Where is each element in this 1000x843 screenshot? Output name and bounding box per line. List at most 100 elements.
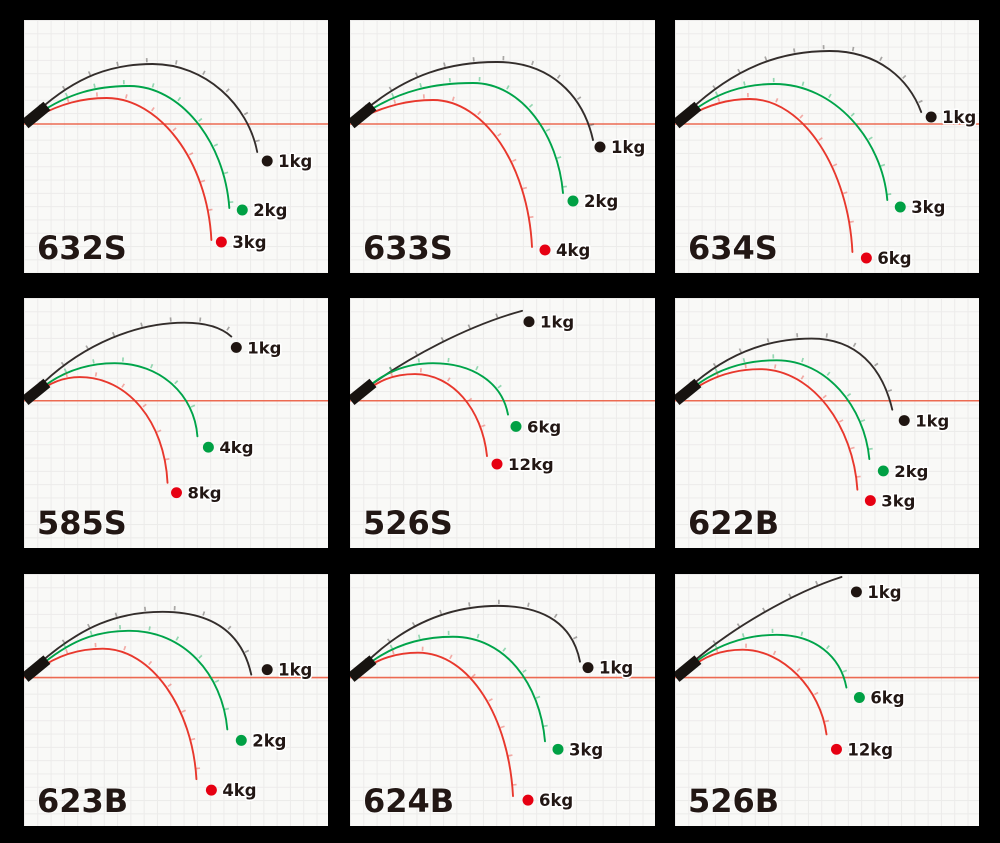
rod-guide-ticks xyxy=(689,77,892,197)
panel-624B: 1kg 3kg 6kg 624B xyxy=(350,574,655,826)
weight-dot xyxy=(864,495,876,507)
weight-dot xyxy=(582,662,594,674)
model-label: 624B xyxy=(363,782,455,820)
rod-butt xyxy=(350,378,377,405)
rod-curve-1 xyxy=(688,576,843,667)
rod-guide-ticks xyxy=(689,92,857,249)
model-label: 622B xyxy=(688,504,780,542)
weight-label: 12kg xyxy=(508,455,554,474)
weight-dot xyxy=(230,341,242,353)
weight-label: 1kg xyxy=(942,108,976,127)
weight-label: 1kg xyxy=(247,338,281,357)
weight-label: 2kg xyxy=(584,192,618,211)
rod-guide-ticks xyxy=(38,357,202,433)
panel-526S: 1kg 6kg 12kg 526S xyxy=(350,298,655,548)
weight-dot xyxy=(539,244,551,256)
weight-dot xyxy=(261,664,273,676)
rod-bend-plot: 1kg 3kg 6kg xyxy=(675,44,979,270)
model-label: 526S xyxy=(363,504,453,542)
weight-dot xyxy=(261,155,273,167)
weight-label: 12kg xyxy=(847,740,893,759)
rod-butt xyxy=(675,378,702,405)
rod-curve-1 xyxy=(688,337,894,411)
rod-guide-ticks xyxy=(364,304,525,388)
weight-dot xyxy=(898,415,910,426)
rod-bend-plot: 1kg 2kg 4kg xyxy=(24,605,328,802)
rod-curve-3 xyxy=(688,648,828,736)
rod-guide-ticks xyxy=(365,93,537,244)
weight-label: 1kg xyxy=(278,661,312,680)
weight-dot xyxy=(510,421,522,432)
rod-curve-1 xyxy=(363,604,581,666)
rod-guide-ticks xyxy=(364,368,492,453)
rod-bend-plot: 1kg 2kg 4kg xyxy=(350,55,655,262)
weight-dot xyxy=(236,204,248,216)
rod-curve-2 xyxy=(37,629,229,731)
weight-label: 4kg xyxy=(222,781,256,800)
model-label: 585S xyxy=(37,504,127,542)
panel-623B: 1kg 2kg 4kg 623B xyxy=(24,574,328,826)
weight-label: 6kg xyxy=(527,417,561,436)
weight-label: 1kg xyxy=(278,152,312,171)
rod-guide-ticks xyxy=(38,57,262,149)
panel-585S: 1kg 4kg 8kg 585S xyxy=(24,298,328,548)
rod-guide-ticks xyxy=(38,642,201,776)
rod-curve-2 xyxy=(37,362,199,438)
panel-632S: 1kg 2kg 3kg 632S xyxy=(24,20,328,273)
weight-dot xyxy=(522,794,534,806)
rod-butt xyxy=(350,101,377,129)
weight-dot xyxy=(853,692,865,703)
rod-guide-ticks xyxy=(364,599,585,663)
rod-curve-2 xyxy=(363,635,546,743)
model-label: 632S xyxy=(37,229,127,267)
rod-curve-2 xyxy=(37,85,231,209)
rod-bend-plot: 1kg 6kg 12kg xyxy=(350,304,655,475)
panel-526B: 1kg 6kg 12kg 526B xyxy=(675,574,979,826)
panel-633S: 1kg 2kg 4kg 633S xyxy=(350,20,655,273)
rod-butt xyxy=(24,378,51,405)
rod-curve-3 xyxy=(37,376,169,484)
rod-guide-ticks xyxy=(364,55,598,137)
weight-label: 1kg xyxy=(915,412,949,431)
weight-label: 4kg xyxy=(219,438,253,457)
weight-label: 3kg xyxy=(881,492,915,511)
weight-label: 2kg xyxy=(252,731,286,750)
rod-guide-ticks xyxy=(38,91,216,237)
weight-dot xyxy=(491,458,503,470)
rod-bend-plot: 1kg 3kg 6kg xyxy=(350,599,655,812)
rod-curve-2 xyxy=(363,362,509,416)
rod-bend-plot: 1kg 4kg 8kg xyxy=(24,316,328,504)
weight-dot xyxy=(523,316,535,328)
rod-curve-1 xyxy=(688,50,923,113)
weight-dot xyxy=(894,201,906,213)
weight-label: 1kg xyxy=(867,583,901,602)
weight-label: 1kg xyxy=(599,659,633,678)
model-label: 623B xyxy=(37,782,129,820)
rod-guide-ticks xyxy=(689,574,845,664)
weight-dot xyxy=(235,734,247,746)
rod-curve-1 xyxy=(363,61,594,141)
weight-dot xyxy=(830,743,842,755)
rod-guide-ticks xyxy=(364,76,568,190)
weight-label: 4kg xyxy=(556,241,590,260)
rod-curve-1 xyxy=(37,63,259,153)
rod-curve-3 xyxy=(363,373,488,458)
weight-dot xyxy=(205,784,217,796)
weight-dot xyxy=(925,111,937,123)
rod-curve-1 xyxy=(37,610,253,676)
weight-dot xyxy=(567,195,579,207)
rod-guide-ticks xyxy=(689,354,874,456)
weight-dot xyxy=(877,465,889,477)
rod-butt xyxy=(675,101,702,129)
rod-curve-1 xyxy=(37,321,233,389)
rod-curve-3 xyxy=(37,97,213,241)
model-label: 526B xyxy=(688,782,780,820)
rod-curve-2 xyxy=(688,83,889,201)
weight-label: 3kg xyxy=(911,198,945,217)
rod-curve-2 xyxy=(363,82,564,194)
rod-curve-3 xyxy=(688,368,859,491)
rod-butt xyxy=(675,655,702,682)
rod-curve-3 xyxy=(37,647,198,781)
rod-bend-plot: 1kg 2kg 3kg xyxy=(24,57,328,254)
weight-label: 1kg xyxy=(611,138,645,157)
